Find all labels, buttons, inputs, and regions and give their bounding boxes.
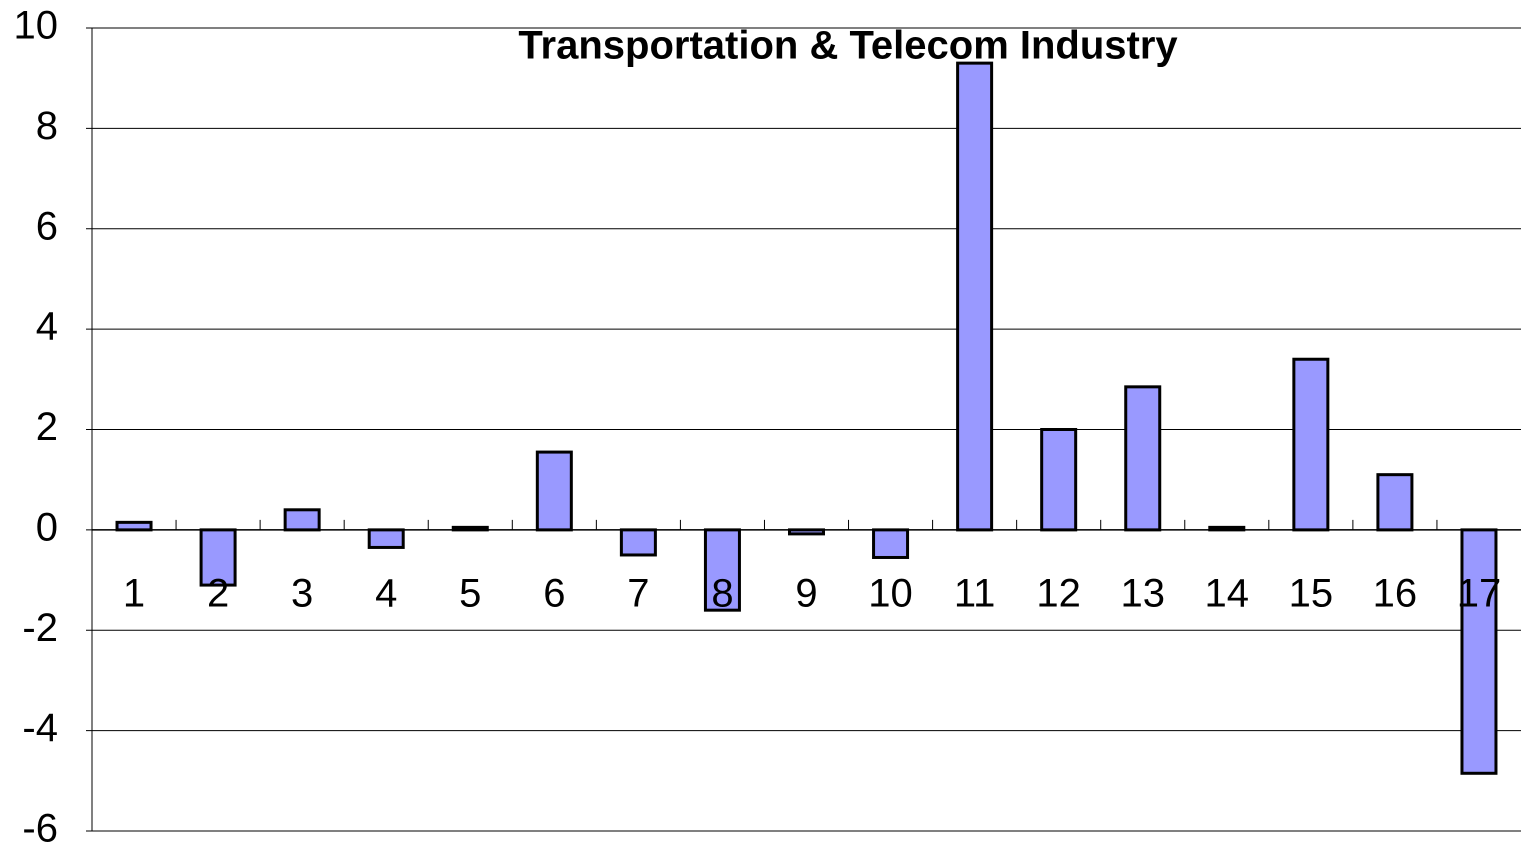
x-tick-label: 1 — [123, 572, 145, 616]
bar — [1460, 528, 1498, 775]
y-tick-label: 2 — [36, 405, 58, 449]
bar — [1040, 428, 1078, 532]
x-tick-label: 5 — [459, 572, 481, 616]
bar — [1208, 525, 1246, 532]
chart-title: Transportation & Telecom Industry — [518, 24, 1178, 68]
bar — [1376, 473, 1414, 532]
x-tick-label: 4 — [375, 572, 397, 616]
bar — [956, 61, 994, 532]
y-tick-label: -2 — [22, 606, 58, 650]
bar — [872, 528, 910, 559]
x-tick-label: 16 — [1373, 572, 1418, 616]
y-tick-label: -6 — [22, 807, 58, 847]
y-tick-label: 4 — [36, 305, 58, 349]
bar — [283, 508, 321, 532]
x-tick-label: 11 — [954, 572, 996, 616]
bar — [1124, 385, 1162, 532]
x-tick-label: 6 — [543, 572, 565, 616]
bar — [1292, 357, 1330, 532]
x-tick-label: 7 — [627, 572, 649, 616]
x-tick-label: 2 — [207, 572, 229, 616]
bar — [451, 525, 489, 532]
x-tick-label: 13 — [1120, 572, 1165, 616]
bar — [115, 520, 153, 532]
bar — [703, 528, 741, 612]
y-tick-label: 8 — [36, 104, 58, 148]
bar — [199, 528, 237, 587]
y-tick-label: 0 — [36, 505, 58, 549]
x-tick-label: 3 — [291, 572, 313, 616]
bar — [619, 528, 657, 557]
x-tick-label: 12 — [1036, 572, 1081, 616]
y-tick-label: 10 — [14, 4, 59, 48]
x-tick-label: 14 — [1205, 572, 1250, 616]
x-tick-label: 9 — [795, 572, 817, 616]
bar — [367, 528, 405, 549]
x-tick-label: 10 — [868, 572, 913, 616]
y-tick-label: -4 — [22, 706, 58, 750]
y-tick-label: 6 — [36, 204, 58, 248]
bar — [535, 450, 573, 532]
x-tick-label: 8 — [711, 572, 733, 616]
bar — [788, 528, 825, 536]
x-tick-label: 15 — [1289, 572, 1334, 616]
x-tick-label: 17 — [1457, 572, 1502, 616]
